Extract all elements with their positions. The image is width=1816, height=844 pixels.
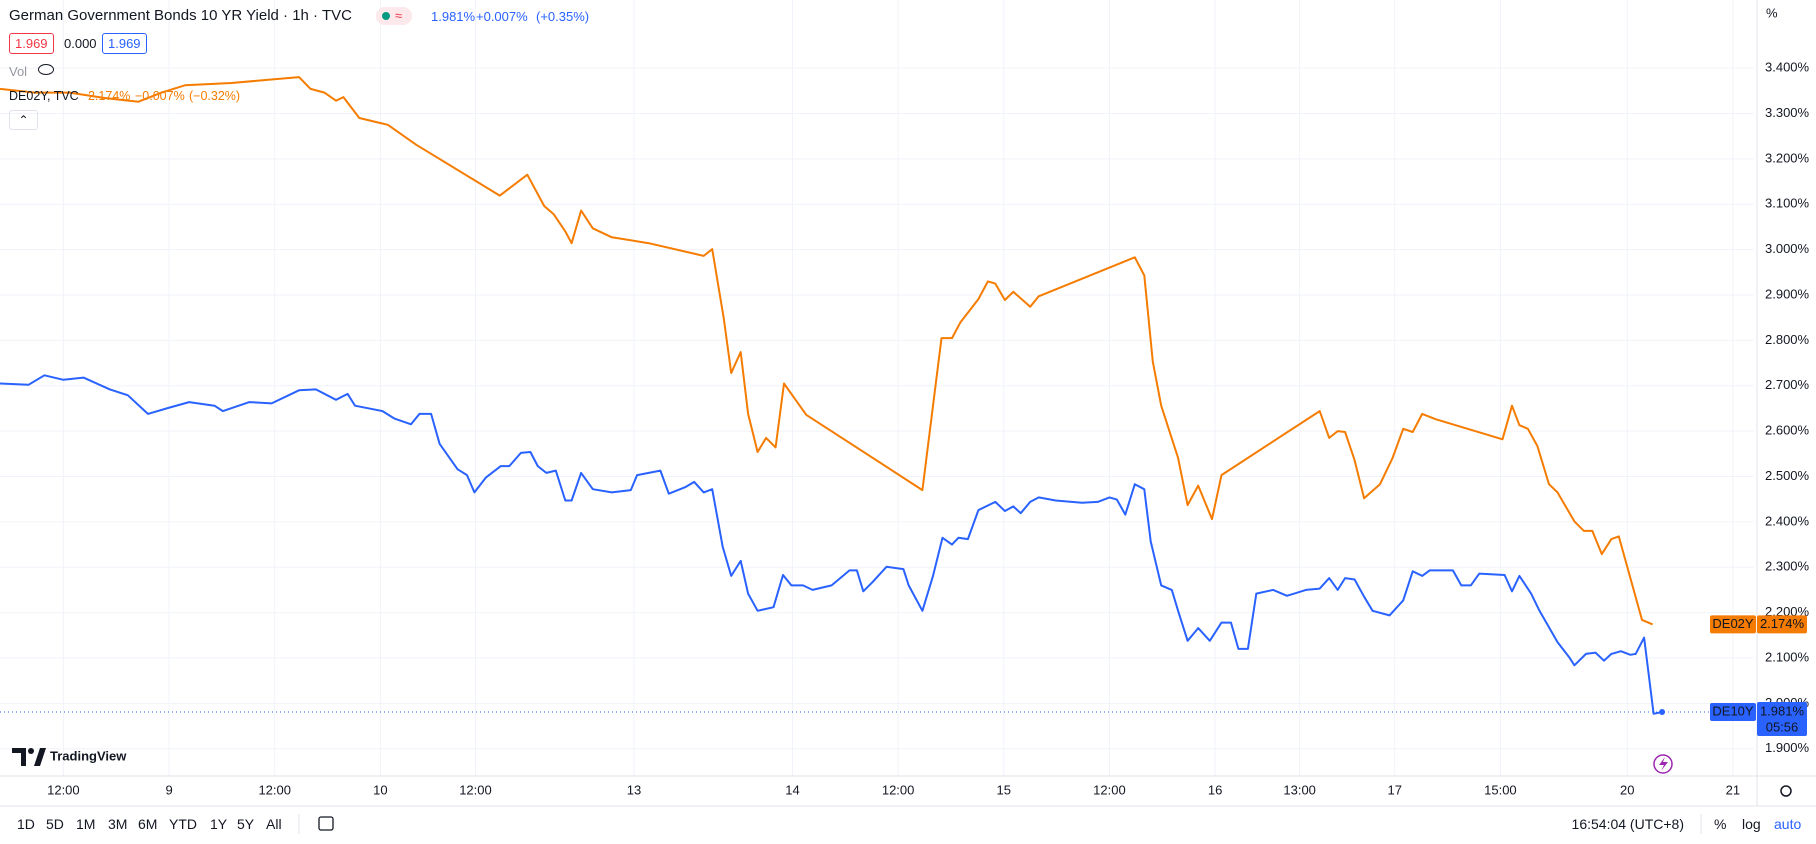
- y-tick-label: 2.200%: [1765, 604, 1810, 619]
- volume-label: Vol: [9, 64, 28, 79]
- countdown-text: 05:56: [1766, 719, 1799, 734]
- x-tick-label: 15: [997, 782, 1011, 797]
- range-button[interactable]: 1M: [76, 816, 96, 832]
- range-button[interactable]: 1D: [17, 816, 35, 832]
- x-tick-label: 9: [165, 782, 172, 797]
- y-tick-label: 2.500%: [1765, 468, 1810, 483]
- x-tick-label: 13:00: [1283, 782, 1316, 797]
- x-tick-label: 12:00: [47, 782, 80, 797]
- symbol-tag-text: DE02Y: [1712, 616, 1754, 631]
- symbol-tag: [1710, 615, 1756, 634]
- range-button[interactable]: YTD: [169, 816, 197, 832]
- logo-mark: [12, 748, 46, 766]
- y-tick-label: 3.400%: [1765, 60, 1810, 75]
- y-tick-label: 2.300%: [1765, 559, 1810, 574]
- y-tick-label: 2.600%: [1765, 423, 1810, 438]
- y-tick-label: 3.000%: [1765, 241, 1810, 256]
- range-button[interactable]: 1Y: [210, 816, 228, 832]
- x-tick-label: 13: [627, 782, 641, 797]
- alert-icon-bolt: [1659, 757, 1668, 771]
- x-tick-label: 12:00: [882, 782, 915, 797]
- status-dot: [382, 12, 390, 20]
- series-line: [0, 374, 1663, 715]
- scale-option[interactable]: %: [1714, 816, 1727, 832]
- symbol-tag: [1710, 703, 1756, 722]
- price-tag: [1757, 615, 1807, 634]
- x-tick-label: 20: [1620, 782, 1634, 797]
- spread: 0.000: [64, 36, 97, 51]
- date-range-icon[interactable]: [318, 816, 334, 831]
- x-tick-label: 17: [1388, 782, 1402, 797]
- badge-text: ≈: [395, 8, 403, 23]
- price-tag-text: 1.981%: [1760, 703, 1805, 718]
- x-tick-label: 12:00: [459, 782, 492, 797]
- x-tick-label: 15:00: [1484, 782, 1517, 797]
- y-tick-label: 2.400%: [1765, 513, 1810, 528]
- x-tick-label: 12:00: [1093, 782, 1126, 797]
- x-tick-label: 16: [1208, 782, 1222, 797]
- x-tick-label: 14: [785, 782, 799, 797]
- range-button[interactable]: 5D: [46, 816, 64, 832]
- y-tick-label: 2.700%: [1765, 377, 1810, 392]
- range-button[interactable]: 3M: [108, 816, 128, 832]
- x-tick-label: 21: [1726, 782, 1740, 797]
- x-tick-label: 10: [373, 782, 387, 797]
- range-button[interactable]: All: [266, 816, 282, 832]
- compare-change-pct: (−0.32%): [189, 89, 241, 103]
- visibility-icon[interactable]: [38, 64, 54, 75]
- series-line: [0, 76, 1653, 626]
- alert-icon[interactable]: [1653, 754, 1673, 774]
- status-badge[interactable]: ≈: [376, 7, 412, 25]
- bid-box: 1.969: [9, 33, 54, 54]
- compare-symbol: DE02Y, TVC: [9, 89, 79, 103]
- compare-change: −0.007%: [135, 89, 185, 103]
- scale-option[interactable]: auto: [1774, 816, 1802, 832]
- range-button[interactable]: 6M: [138, 816, 158, 832]
- ask-box: 1.969: [102, 33, 147, 54]
- axis-unit: %: [1766, 5, 1778, 20]
- y-tick-label: 2.900%: [1765, 286, 1810, 301]
- symbol-title: German Government Bonds 10 YR Yield · 1h…: [9, 7, 352, 24]
- y-tick-label: 1.900%: [1765, 740, 1810, 755]
- y-tick-label: 2.100%: [1765, 649, 1810, 664]
- price-tag: [1757, 702, 1807, 737]
- logo-text: TradingView: [50, 748, 127, 763]
- price-change: +0.007%: [476, 9, 528, 24]
- clock: 16:54:04 (UTC+8): [1571, 816, 1684, 832]
- settings-icon[interactable]: [1780, 785, 1792, 797]
- last-price-dot: [1659, 709, 1666, 716]
- collapse-button[interactable]: ⌃: [9, 110, 38, 130]
- grid: [0, 0, 1754, 776]
- symbol-tag-text: DE10Y: [1712, 703, 1754, 718]
- range-button[interactable]: 5Y: [237, 816, 255, 832]
- compare-last: 2.174%: [88, 89, 131, 103]
- last-price: 1.981%: [431, 9, 476, 24]
- x-tick-label: 12:00: [258, 782, 291, 797]
- y-tick-label: 3.200%: [1765, 150, 1810, 165]
- price-tag-text: 2.174%: [1760, 616, 1805, 631]
- price-change-pct: (+0.35%): [536, 9, 590, 24]
- scale-option[interactable]: log: [1742, 816, 1761, 832]
- y-tick-label: 3.300%: [1765, 105, 1810, 120]
- y-tick-label: 3.100%: [1765, 196, 1810, 211]
- y-tick-label: 2.800%: [1765, 332, 1810, 347]
